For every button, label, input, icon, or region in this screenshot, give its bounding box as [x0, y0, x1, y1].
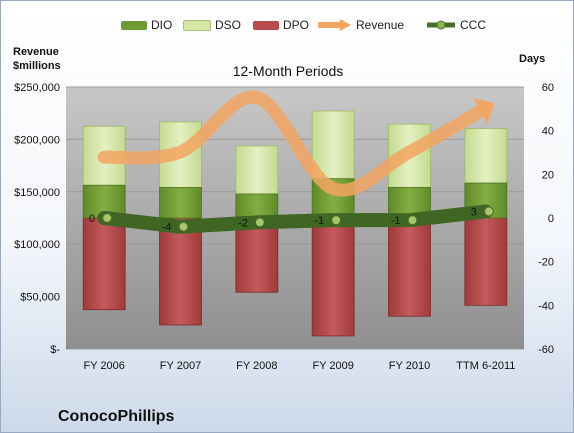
left-tick-label: $-: [50, 344, 60, 356]
left-tick-label: $250,000: [14, 82, 60, 94]
bar-dpo: [311, 217, 355, 337]
legend-swatch-dio: [121, 20, 147, 30]
bar-dio: [159, 187, 202, 219]
x-tick-label: FY 2006: [83, 360, 124, 372]
bars: [82, 110, 508, 337]
right-axis-title: Days: [519, 53, 546, 65]
ccc-point: [331, 215, 342, 226]
ccc-point: [102, 212, 113, 224]
left-tick-label: $100,000: [14, 239, 60, 251]
ccc-point: [254, 217, 265, 228]
ccc-point: [483, 206, 494, 217]
legend-item-dio: DIO: [121, 15, 172, 35]
legend-arrow-icon: [318, 19, 351, 31]
company-name: ConocoPhillips: [58, 408, 175, 425]
legend-label-dio: DIO: [151, 18, 173, 32]
chart-legend: DIO DSO DPO Revenue CCC: [111, 15, 511, 35]
revenue-arrowhead: [473, 97, 495, 124]
ccc-data-label: -1: [314, 215, 324, 227]
right-tick-label: 40: [542, 126, 554, 138]
x-tick-label: FY 2009: [312, 360, 353, 372]
legend-item-ccc: CCC: [426, 15, 486, 35]
revenue-series: [97, 90, 495, 197]
left-tick-label: $50,000: [20, 292, 60, 304]
legend-label-dpo: DPO: [283, 18, 310, 32]
x-tick-label: FY 2010: [389, 360, 430, 372]
right-tick-label: 60: [542, 82, 554, 94]
legend-swatch-dso: [183, 19, 211, 31]
ccc-data-label: -4: [162, 222, 172, 234]
legend-label-revenue: Revenue: [356, 18, 405, 32]
chart-subtitle: 12-Month Periods: [232, 63, 344, 79]
left-tick-label: $200,000: [14, 134, 60, 146]
ccc-data-label: 3: [471, 206, 477, 218]
ccc-data-label: -1: [391, 215, 401, 227]
bar-dpo: [388, 217, 431, 317]
bar-dso: [464, 128, 508, 184]
legend-label-ccc: CCC: [460, 18, 486, 32]
legend-item-revenue: Revenue: [318, 15, 404, 35]
left-axis-title-line-1: Revenue: [13, 46, 59, 58]
legend-line-dot-icon: [427, 20, 455, 30]
ccc-point: [407, 215, 418, 226]
bar-dso: [235, 145, 279, 195]
legend-item-dso: DSO: [183, 15, 241, 35]
legend-label-dso: DSO: [215, 18, 242, 32]
right-tick-label: 20: [542, 169, 554, 181]
left-axis-title-line-2: $millions: [13, 60, 61, 72]
bar-dpo: [159, 217, 202, 326]
right-tick-label: -60: [538, 344, 554, 356]
left-axis-title: Revenue $millions: [13, 45, 61, 73]
bar-dpo: [82, 217, 126, 311]
bar-dio: [235, 193, 279, 219]
right-tick-label: -40: [538, 300, 554, 312]
ccc-series: 0 -4 -2 -1 -1 3: [89, 204, 494, 234]
bar-dio: [82, 184, 126, 219]
ccc-line: [97, 204, 493, 234]
bar-dpo: [464, 217, 508, 306]
ccc-data-label: 0: [89, 213, 95, 225]
x-tick-label: TTM 6-2011: [456, 360, 515, 372]
x-tick-label: FY 2007: [160, 360, 201, 372]
right-tick-label: -20: [538, 257, 554, 269]
revenue-line: [97, 90, 493, 197]
right-tick-label: 0: [548, 213, 554, 225]
legend-item-dpo: DPO: [253, 15, 309, 35]
ccc-data-label: -2: [238, 217, 248, 229]
axis-ticks: $- $50,000 $100,000 $150,000 $200,000 $250,00…: [14, 82, 554, 372]
x-tick-label: FY 2008: [236, 360, 277, 372]
left-tick-label: $150,000: [14, 187, 60, 199]
legend-swatch-dpo: [253, 20, 279, 30]
ccc-point: [178, 221, 189, 232]
